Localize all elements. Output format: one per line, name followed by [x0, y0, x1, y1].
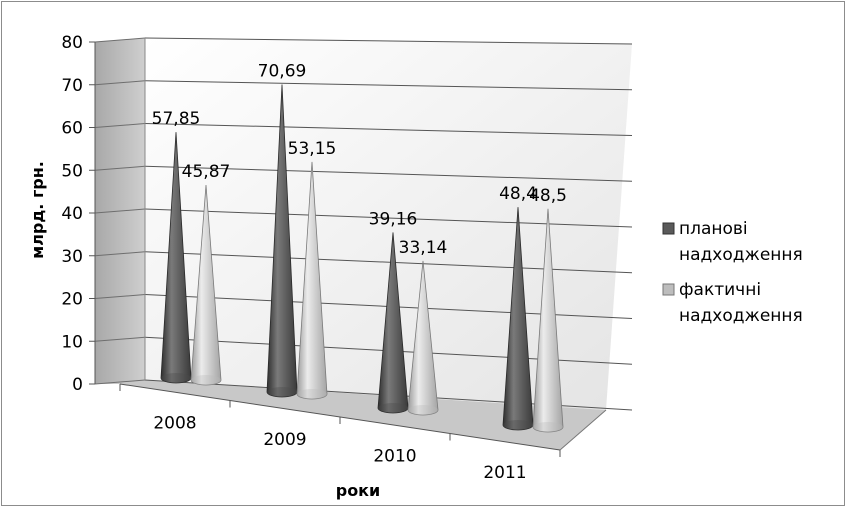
data-label: 57,85 [152, 109, 201, 129]
gridline-side [94, 208, 146, 214]
y-tick-label: 10 [61, 332, 83, 352]
gridline [144, 80, 633, 91]
gridline-side [94, 123, 146, 128]
legend-swatch [662, 283, 675, 296]
x-tick-label: 2009 [263, 430, 306, 450]
data-label: 39,16 [369, 209, 418, 229]
y-tick-label: 60 [61, 119, 83, 139]
cone-base [378, 403, 408, 413]
data-label: 53,15 [288, 139, 337, 159]
floor [95, 380, 606, 450]
cone-base [161, 373, 191, 383]
cone-2-2008 [190, 185, 222, 386]
cone-body [190, 185, 222, 386]
gridline-side [94, 294, 146, 299]
gridline-side [94, 336, 146, 342]
cone-body [532, 208, 564, 433]
y-tick-label: 40 [61, 204, 83, 224]
gridline [144, 208, 633, 228]
y-axis-title: млрд. грн. [28, 161, 47, 259]
x-tick-label: 2008 [153, 413, 196, 433]
cone-body [296, 161, 328, 400]
gridline-side [94, 379, 146, 385]
cone-2-2010 [407, 260, 439, 416]
data-labels: 57,85 70,69 39,16 48,4 45,87 53,15 33,14 48,5 [152, 61, 567, 257]
x-tick-label: 2011 [483, 463, 526, 483]
gridline-side [94, 80, 146, 86]
chart-series [160, 84, 564, 433]
y-tick-label: 30 [61, 247, 83, 267]
legend-swatch [662, 222, 675, 235]
legend-label: планові [679, 219, 748, 239]
cone-2-2011 [532, 208, 564, 433]
y-tick-label: 50 [61, 161, 83, 181]
gridline-side [94, 251, 146, 257]
legend-label: фактичні [679, 280, 761, 300]
cone-base [503, 420, 533, 430]
cone-2-2009 [296, 161, 328, 400]
cone-base [267, 387, 297, 397]
legend-item: фактичні надходження [662, 280, 803, 326]
gridline-side [94, 165, 146, 171]
gridline [144, 123, 633, 136]
data-label: 70,69 [258, 61, 307, 81]
legend-label: надходження [679, 245, 803, 265]
data-label: 48,4 [499, 184, 537, 204]
cone-base [191, 375, 221, 385]
gridline [144, 37, 633, 45]
y-axis: 0 10 20 30 40 50 60 70 80 [61, 33, 146, 395]
gridline [144, 165, 633, 182]
data-label: 45,87 [182, 162, 231, 182]
gridline-side [94, 37, 146, 43]
data-label: 33,14 [399, 238, 448, 258]
legend-label: надходження [679, 306, 803, 326]
cone-base [297, 389, 327, 399]
x-axis: 2008 2009 2010 2011 [119, 383, 607, 483]
cone-body [407, 260, 439, 416]
y-tick-label: 80 [61, 33, 83, 53]
floor-edge [559, 409, 607, 451]
legend: планові надходження фактичні надходження [662, 219, 803, 326]
y-tick-label: 20 [61, 290, 83, 310]
x-axis-title: роки [336, 481, 381, 500]
cone-base [408, 405, 438, 415]
y-tick-label: 70 [61, 76, 83, 96]
cone-base [533, 422, 563, 432]
legend-item: планові надходження [662, 219, 803, 265]
x-tick-label: 2010 [373, 446, 416, 466]
y-tick-label: 0 [72, 375, 83, 395]
data-label: 48,5 [529, 186, 567, 206]
